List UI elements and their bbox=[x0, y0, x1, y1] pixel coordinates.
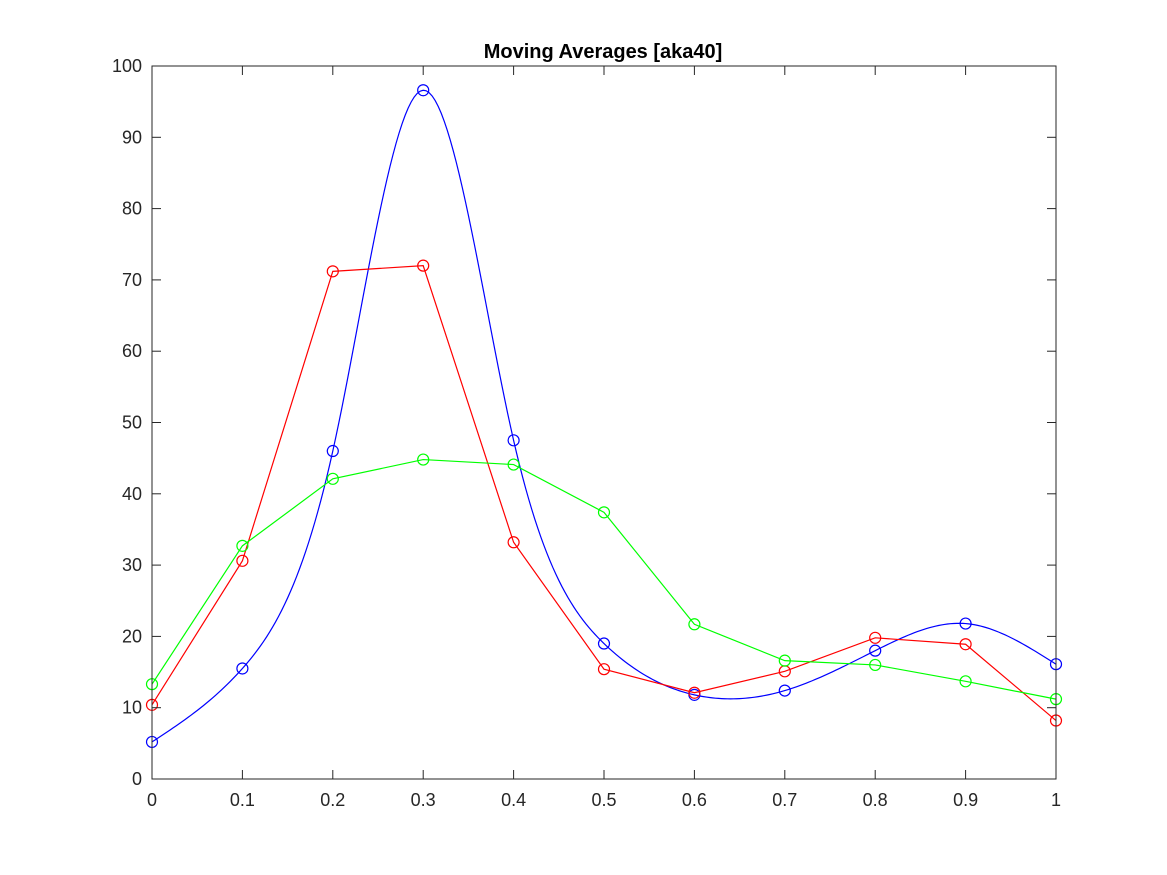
x-tick-label: 0.3 bbox=[411, 790, 436, 810]
y-tick-label: 40 bbox=[122, 484, 142, 504]
data-point-series-1 bbox=[778, 684, 791, 697]
data-point-series-2 bbox=[688, 686, 701, 699]
data-point-series-3 bbox=[597, 506, 611, 519]
x-tick-label: 0.1 bbox=[230, 790, 255, 810]
x-tick-label: 0.4 bbox=[501, 790, 526, 810]
series-line-2 bbox=[151, 265, 1057, 721]
data-point-series-2 bbox=[869, 631, 882, 644]
x-tick-label: 0.2 bbox=[320, 790, 345, 810]
y-tick-label: 50 bbox=[122, 413, 142, 433]
axes: 0 0.1 0.2 0.3 0.4 0.5 0.6 0.7 0.8 0.9 101020304050… bbox=[112, 56, 1061, 810]
y-tick-label: 30 bbox=[122, 555, 142, 575]
data-point-series-3 bbox=[778, 654, 791, 667]
data-point-series-1 bbox=[959, 617, 972, 630]
data-point-series-2 bbox=[236, 554, 249, 567]
y-tick-label: 10 bbox=[122, 698, 142, 718]
chart-title: Moving Averages [aka40] bbox=[484, 41, 723, 63]
data-point-series-2 bbox=[326, 265, 339, 278]
data-point-series-3 bbox=[417, 453, 430, 466]
y-tick-label: 20 bbox=[122, 626, 142, 646]
y-tick-label: 60 bbox=[122, 341, 142, 361]
data-point-series-1 bbox=[326, 444, 339, 458]
data-point-series-2 bbox=[507, 536, 520, 549]
x-tick-label: 0.5 bbox=[591, 790, 616, 810]
data-point-series-2 bbox=[959, 638, 972, 651]
data-point-series-1 bbox=[597, 637, 611, 650]
y-tick-label: 70 bbox=[122, 270, 142, 290]
plot-box bbox=[151, 65, 1057, 780]
x-tick-label: 1 bbox=[1051, 790, 1061, 810]
data-point-series-2 bbox=[417, 259, 430, 272]
data-point-series-1 bbox=[869, 644, 882, 657]
x-tick-label: 0.9 bbox=[953, 790, 978, 810]
data-point-series-3 bbox=[507, 458, 520, 471]
data-point-series-3 bbox=[326, 472, 339, 485]
series-layer bbox=[145, 84, 1063, 749]
y-tick-label: 80 bbox=[122, 199, 142, 219]
series-line-1 bbox=[151, 89, 1057, 743]
x-tick-label: 0 bbox=[147, 790, 157, 810]
x-tick-label: 0.6 bbox=[682, 790, 707, 810]
y-tick-label: 90 bbox=[122, 127, 142, 147]
x-tick-label: 0.8 bbox=[863, 790, 888, 810]
x-tick-label: 0.7 bbox=[772, 790, 797, 810]
data-point-series-1 bbox=[417, 84, 430, 97]
data-point-series-3 bbox=[959, 675, 972, 688]
data-point-series-3 bbox=[236, 539, 249, 552]
data-point-series-3 bbox=[688, 618, 701, 631]
data-point-series-2 bbox=[597, 663, 611, 676]
series-line-3 bbox=[151, 458, 1057, 700]
data-point-series-3 bbox=[869, 658, 882, 672]
data-point-series-1 bbox=[236, 662, 249, 675]
y-tick-label: 0 bbox=[132, 769, 142, 789]
data-point-series-1 bbox=[507, 434, 520, 447]
y-tick-label: 100 bbox=[112, 56, 142, 76]
